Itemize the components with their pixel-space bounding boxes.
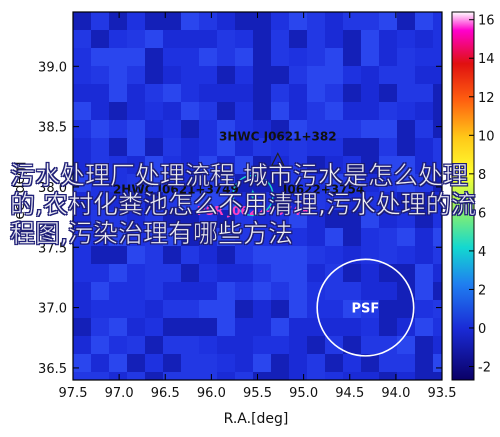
colorbar-tick-label: 16	[478, 14, 495, 29]
emission-peak	[73, 12, 440, 380]
circle-marker	[232, 174, 274, 217]
x-tick-label: 94.0	[381, 386, 410, 401]
source-markers: 3HWC J0621+382 2HWC J0621+3749 ✦ J0622+3754…	[113, 129, 415, 357]
heatmap-area	[73, 12, 442, 380]
y-tick-label: 37.0	[38, 302, 67, 317]
colorbar-tick-label: 12	[478, 91, 495, 106]
x-tick-label: 93.5	[428, 386, 457, 401]
colorbar-tick-label: 8	[478, 168, 486, 183]
x-tick-label: 94.5	[335, 386, 364, 401]
x-axis-ticks: 97.5 97.0 96.5 96.0 95.5 95.0 94.5 94.0 93.5	[59, 12, 457, 401]
source-label: PSR J0622+3749	[197, 204, 309, 218]
colorbar-tick-label: 6	[478, 206, 486, 221]
y-tick-label: 37.5	[38, 241, 67, 256]
x-tick-label: 97.5	[59, 386, 88, 401]
colorbar-tick-label: 0	[478, 322, 486, 337]
source-label: 3HWC J0621+382	[219, 129, 337, 143]
x-axis-label: R.A.[deg]	[224, 411, 289, 427]
x-tick-label: 96.5	[151, 386, 180, 401]
colorbar-tick-label: 10	[478, 129, 495, 144]
y-axis-ticks: 36.5 37.0 37.5 38.0 38.5 39.0	[38, 60, 442, 377]
y-tick-label: 36.5	[38, 362, 67, 377]
source-label: J0622+3754	[282, 182, 364, 196]
psf-circle	[316, 258, 415, 357]
x-tick-label: 96.0	[197, 386, 226, 401]
colorbar-tick-label: 14	[478, 52, 495, 67]
colorbar-ticks: -2 0 2 4 6 8 10 12 14 16	[469, 14, 495, 376]
y-axis-label: Dec.[deg]	[12, 162, 28, 231]
colorbar-tick-label: 2	[478, 283, 486, 298]
triangle-marker	[270, 152, 285, 167]
y-tick-label: 38.0	[38, 181, 67, 196]
star-marker: ✦	[246, 185, 259, 204]
colorbar-tick-label: -2	[478, 361, 491, 376]
source-label: 2HWC J0621+3749	[113, 182, 239, 196]
x-tick-label: 95.0	[289, 386, 318, 401]
y-tick-label: 39.0	[38, 60, 67, 75]
colorbar: -2 0 2 4 6 8 10 12 14 16	[451, 11, 495, 381]
colorbar-tick-label: 4	[478, 245, 486, 260]
y-tick-label: 38.5	[38, 121, 67, 136]
x-tick-label: 97.0	[105, 386, 134, 401]
x-tick-label: 95.5	[243, 386, 272, 401]
psf-label: PSF	[352, 302, 380, 317]
